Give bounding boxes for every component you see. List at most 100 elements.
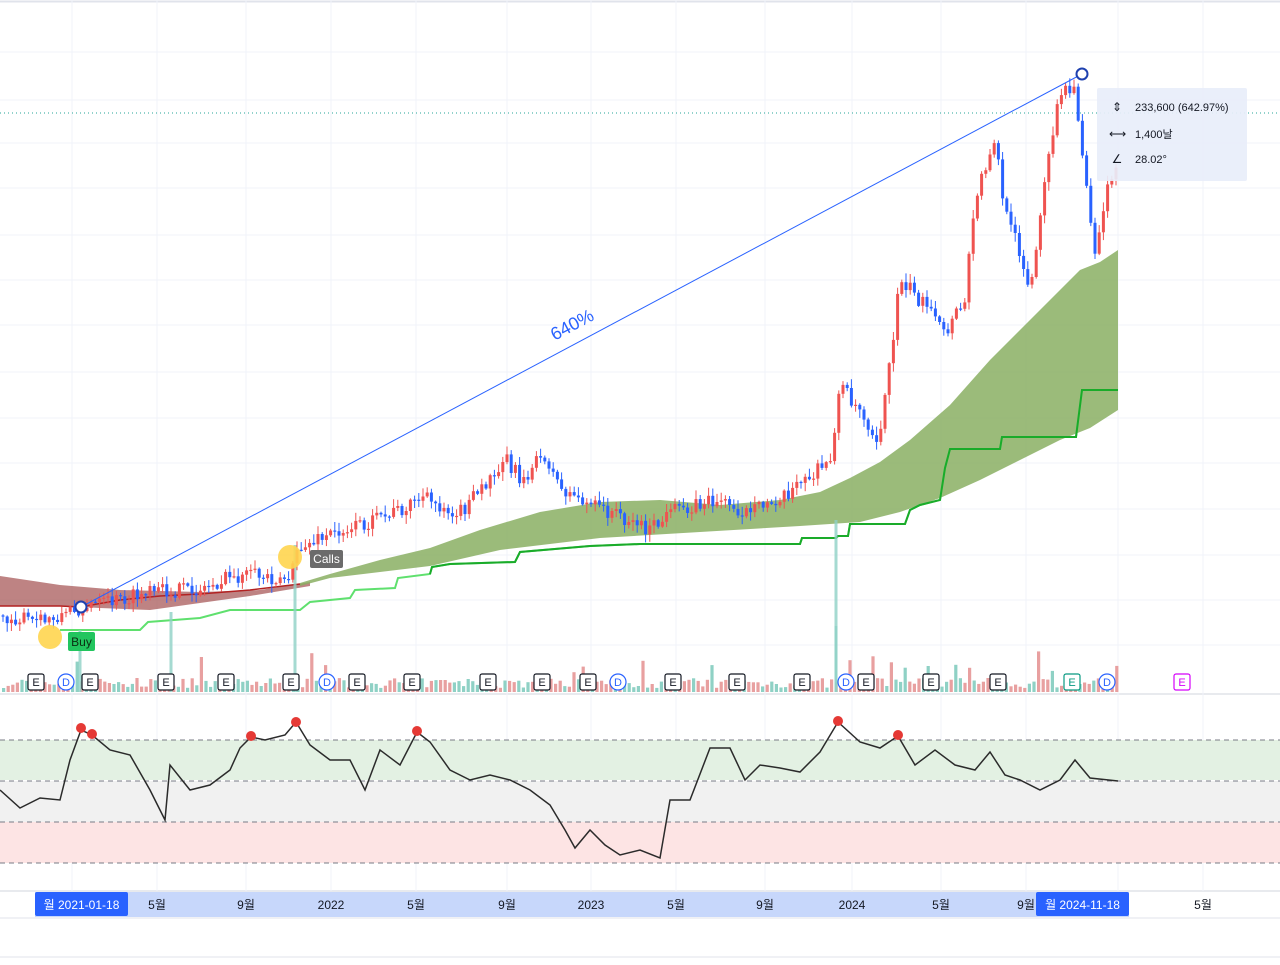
candle-body	[782, 490, 786, 502]
candle-body	[883, 394, 887, 429]
volume-bar	[190, 678, 194, 692]
volume-bar	[880, 678, 884, 692]
candle-body	[1110, 179, 1114, 185]
time-axis: 5월 9월 2022 5월 9월 2023 5월 9월 2024 5월 9월 5월 월 2021-01-…	[35, 892, 1212, 917]
candle-body	[362, 520, 366, 530]
candle-body	[245, 570, 249, 575]
candle-body	[446, 507, 450, 514]
candle-body	[140, 594, 144, 600]
candle-body	[396, 506, 400, 508]
volume-bar	[715, 687, 719, 692]
candle-body	[257, 568, 261, 578]
volume-bar	[457, 681, 461, 692]
earnings-event-label: E	[994, 677, 1001, 689]
candle-body	[984, 170, 988, 174]
volume-bar	[471, 681, 475, 692]
volume-bar	[811, 681, 815, 692]
candle-body	[1072, 86, 1076, 94]
candle-body	[719, 500, 723, 502]
candle-body	[39, 614, 43, 621]
dividend-event-icon	[837, 673, 855, 691]
volume-bar	[383, 685, 387, 692]
candle-body	[694, 499, 698, 513]
volume-bar	[595, 681, 599, 692]
osc-peak-dot	[76, 723, 86, 733]
candle-body	[505, 454, 509, 463]
candle-body	[992, 143, 996, 155]
volume-bar	[130, 683, 134, 692]
volume-bar	[1032, 681, 1036, 692]
volume-bar	[577, 679, 581, 692]
candle-body	[824, 462, 828, 468]
candle-body	[551, 468, 555, 472]
candle-body	[518, 464, 522, 484]
candle-body	[43, 614, 47, 623]
candle-body	[476, 491, 480, 494]
range-end-badge	[1036, 892, 1129, 916]
volume-bar	[20, 679, 24, 692]
earnings-event-label: E	[484, 677, 491, 689]
volume-bar	[945, 681, 949, 692]
volume-bar	[558, 680, 562, 692]
earnings-event-icon	[157, 673, 175, 691]
earnings-event-label: E	[32, 677, 39, 689]
volume-bar	[687, 679, 691, 692]
volume-bar	[600, 680, 604, 692]
measure-tooltip: ⇕ 233,600 (642.97%) ⟷ 1,400날 ∠ 28.02°	[1097, 88, 1247, 181]
candle-body	[77, 611, 81, 616]
candle-body	[564, 488, 568, 497]
candle-body	[14, 619, 18, 625]
candle-body	[971, 218, 975, 254]
candle-body	[938, 316, 942, 322]
candle-body	[576, 495, 580, 498]
candle-body	[765, 502, 769, 508]
candle-body	[917, 292, 921, 306]
volume-bar	[981, 681, 985, 692]
volume-bar	[1060, 685, 1064, 692]
candle-body	[526, 477, 530, 480]
trail-line-dark	[429, 389, 1118, 575]
candle-body	[123, 596, 127, 604]
candle-body	[1051, 135, 1055, 154]
trend-line	[80, 73, 1083, 608]
volume-bar	[719, 681, 723, 692]
earnings-event-icon	[664, 673, 682, 691]
axis-tick-label: 5월	[667, 898, 685, 912]
volume-spike	[78, 630, 82, 692]
candle-body	[379, 512, 383, 515]
candle-body	[1, 615, 5, 617]
candle-body	[413, 499, 417, 501]
candle-body	[1097, 232, 1101, 254]
candle-body	[198, 590, 202, 596]
candle-body	[539, 456, 543, 458]
candle-body	[698, 499, 702, 509]
earnings-event-icon	[81, 673, 99, 691]
range-end-label: 월 2024-11-18	[1045, 898, 1120, 912]
calls-marker-box	[310, 550, 343, 568]
candle-body	[849, 388, 853, 406]
volume-bar	[1009, 686, 1013, 692]
candle-body	[1013, 224, 1017, 233]
candle-body	[740, 515, 744, 517]
candle-body	[1017, 233, 1021, 256]
candle-body	[492, 475, 496, 477]
candle-body	[22, 612, 26, 623]
measure-bars: 1,400날	[1135, 129, 1173, 141]
volume-bar	[1041, 679, 1045, 692]
candle-body	[711, 495, 715, 507]
volume-bar	[195, 685, 199, 692]
candle-body	[761, 501, 765, 508]
candle-body	[1022, 255, 1026, 269]
candle-body	[589, 502, 593, 505]
candle-body	[89, 601, 93, 608]
earnings-event-icon	[533, 673, 551, 691]
earnings-event-icon	[1173, 673, 1191, 691]
volume-bar	[199, 657, 203, 692]
candle-body	[639, 520, 643, 526]
volume-bar	[636, 686, 640, 692]
volume-bar	[245, 680, 249, 692]
volume-bar	[443, 680, 447, 692]
candle-body	[912, 282, 916, 293]
dividend-event-label: D	[614, 677, 622, 689]
